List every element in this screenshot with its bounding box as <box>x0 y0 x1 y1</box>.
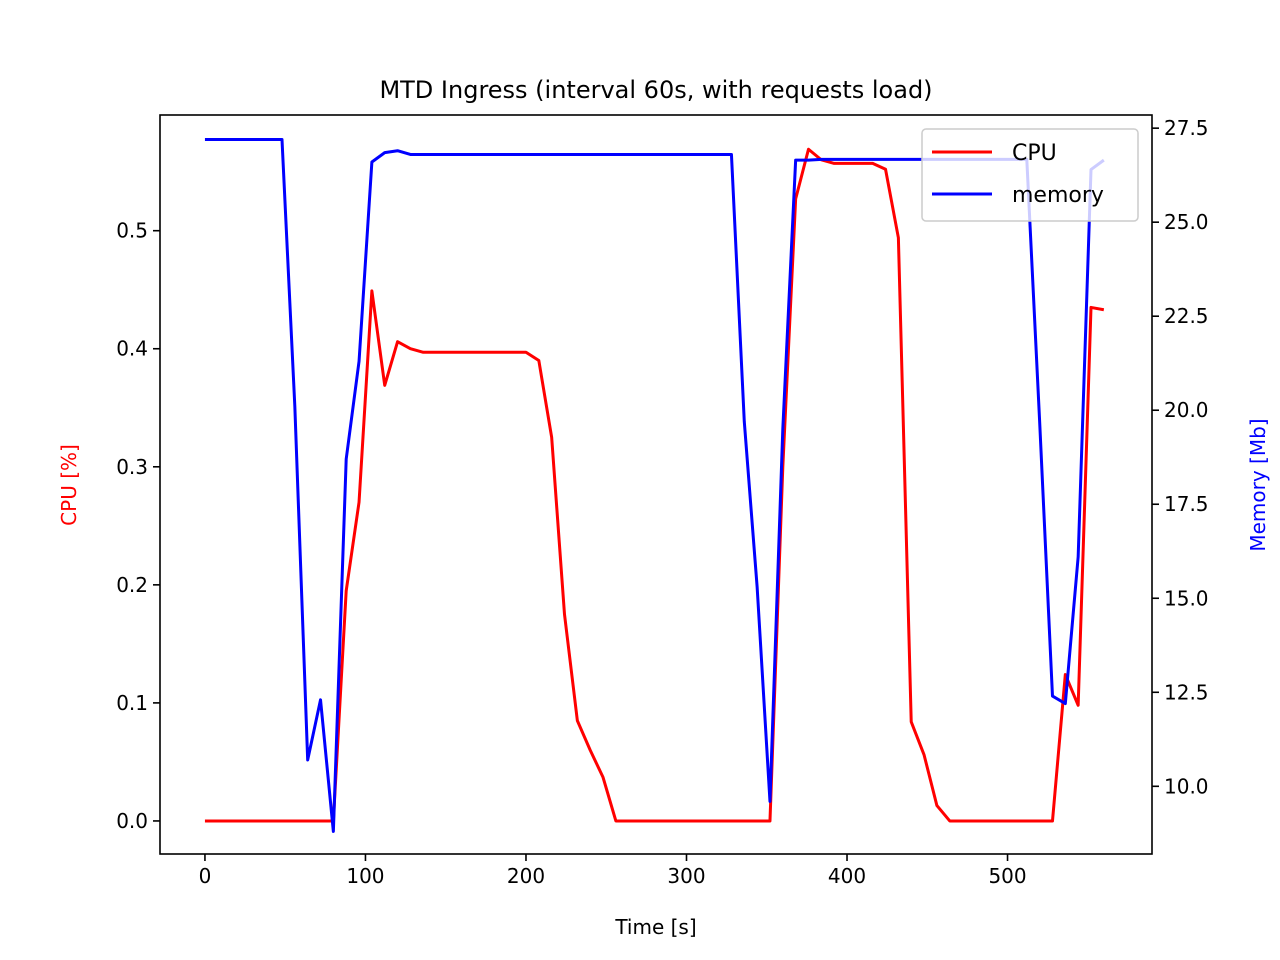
y-right-tick-label: 15.0 <box>1164 586 1209 610</box>
y-right-tick-label: 20.0 <box>1164 398 1209 422</box>
y-left-tick-label: 0.3 <box>116 455 148 479</box>
x-tick-label: 400 <box>828 864 866 888</box>
y-left-tick-label: 0.1 <box>116 691 148 715</box>
y-left-axis-label: CPU [%] <box>57 444 81 526</box>
x-tick-label: 200 <box>507 864 545 888</box>
x-tick-label: 0 <box>199 864 212 888</box>
x-tick-label: 300 <box>667 864 705 888</box>
x-tick-label: 500 <box>988 864 1026 888</box>
y-right-tick-label: 12.5 <box>1164 680 1209 704</box>
y-left-tick-label: 0.0 <box>116 809 148 833</box>
chart-title: MTD Ingress (interval 60s, with requests… <box>379 76 932 104</box>
x-axis-label: Time [s] <box>614 915 696 939</box>
legend: CPU memory <box>921 128 1139 222</box>
y-left-tick-label: 0.4 <box>116 337 148 361</box>
legend-label-cpu: CPU <box>1012 141 1057 166</box>
y-right-tick-label: 25.0 <box>1164 210 1209 234</box>
x-tick-label: 100 <box>346 864 384 888</box>
cpu-series-line <box>204 147 1105 823</box>
y-left-tick-label: 0.2 <box>116 573 148 597</box>
y-right-tick-label: 10.0 <box>1164 774 1209 798</box>
y-right-axis-label: Memory [Mb] <box>1246 418 1270 551</box>
plot-area: 0 100 200 300 400 500 0.0 0.1 0.2 0.3 0.4 0.5 10.0 12… <box>116 114 1209 888</box>
y-right-tick-label: 22.5 <box>1164 304 1209 328</box>
legend-label-memory: memory <box>1012 183 1104 208</box>
y-right-tick-label: 27.5 <box>1164 116 1209 140</box>
axes-frame <box>159 114 1153 855</box>
y-left-tick-label: 0.5 <box>116 219 148 243</box>
y-right-tick-label: 17.5 <box>1164 492 1209 516</box>
